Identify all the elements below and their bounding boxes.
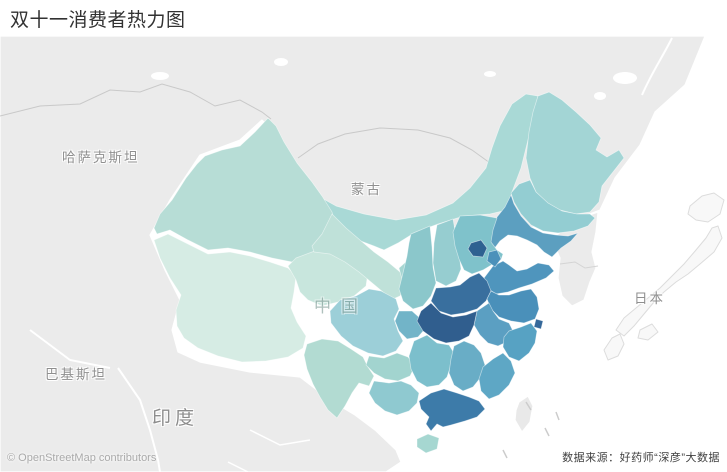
china-provinces: [153, 91, 625, 454]
map-canvas[interactable]: 哈萨克斯坦 蒙古 中国 巴基斯坦 印度 日本 © OpenStreetMap c…: [0, 36, 727, 472]
province-shaanxi[interactable]: [398, 225, 437, 310]
data-source-note: 数据来源：好药师“深彦”大数据: [562, 452, 720, 464]
province-fujian[interactable]: [478, 352, 516, 400]
province-guangdong[interactable]: [418, 388, 486, 432]
country-label-mongolia: 蒙古: [351, 182, 382, 197]
province-hainan[interactable]: [416, 433, 440, 454]
lakes: [151, 58, 637, 100]
country-label-china: 中国: [314, 297, 368, 316]
map-attribution: © OpenStreetMap contributors: [7, 452, 157, 464]
land-japan: [603, 192, 725, 361]
province-tibet[interactable]: [153, 233, 307, 363]
province-beijing[interactable]: [467, 239, 488, 258]
dashed-maritime-line: [502, 401, 560, 459]
page-title: 双十一消费者热力图: [10, 10, 186, 31]
land-taiwan: [514, 395, 534, 433]
country-label-kazakhstan: 哈萨克斯坦: [62, 150, 140, 165]
province-yunnan[interactable]: [303, 338, 375, 419]
country-label-india: 印度: [152, 408, 199, 429]
province-hunan[interactable]: [408, 334, 455, 388]
province-sichuan[interactable]: [329, 288, 404, 357]
province-jilin[interactable]: [510, 179, 596, 234]
province-tianjin[interactable]: [486, 249, 502, 268]
province-chongqing[interactable]: [394, 310, 426, 340]
province-jiangxi[interactable]: [448, 340, 486, 392]
province-guizhou[interactable]: [365, 352, 416, 382]
province-heilongjiang[interactable]: [525, 91, 625, 215]
province-hubei[interactable]: [416, 302, 478, 344]
province-zhejiang[interactable]: [502, 322, 538, 362]
province-shanghai[interactable]: [533, 318, 544, 330]
country-border-lines: [0, 37, 673, 472]
china-choropleth-map[interactable]: [0, 36, 727, 472]
country-label-japan: 日本: [634, 291, 665, 306]
country-label-pakistan: 巴基斯坦: [45, 367, 107, 382]
province-guangxi[interactable]: [368, 380, 420, 416]
